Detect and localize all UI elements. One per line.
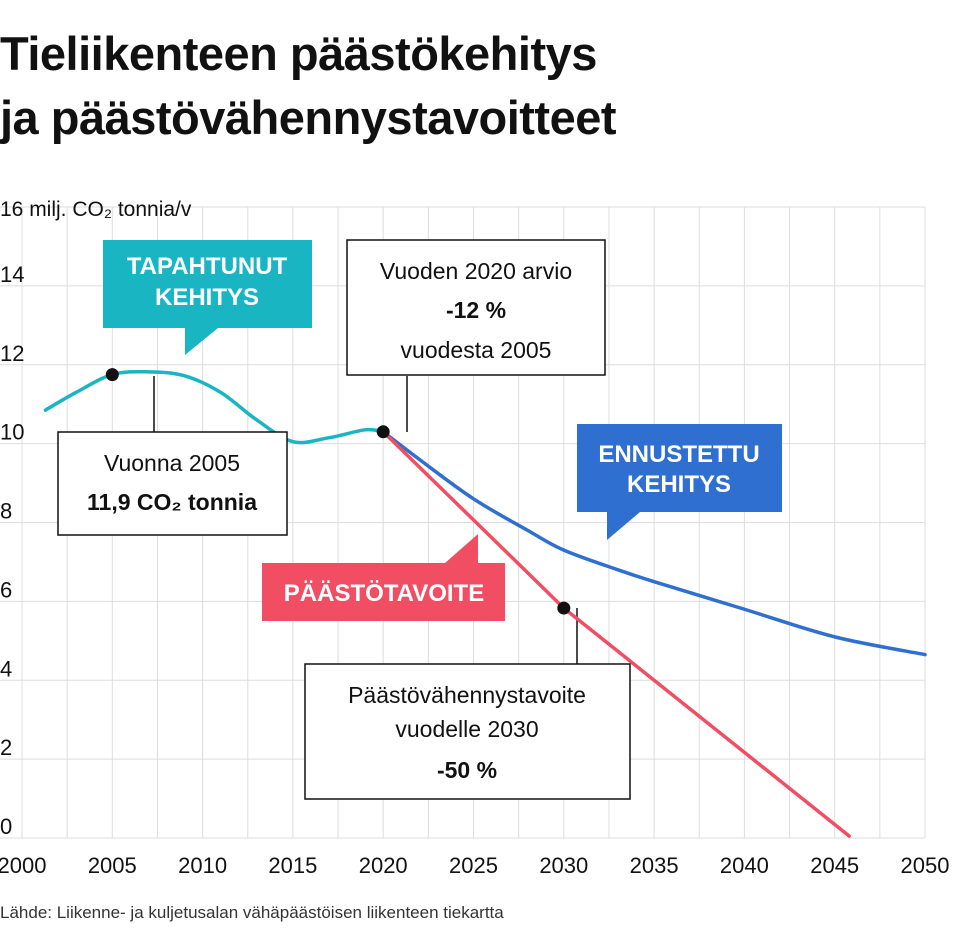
x-tick-label: 2020 xyxy=(359,853,408,878)
data-marker xyxy=(105,368,119,382)
x-tick-label: 2005 xyxy=(88,853,137,878)
annotation-2030: Päästövähennystavoite vuodelle 2030 -50 … xyxy=(304,663,631,800)
legend-tag-historical: TAPAHTUNUT KEHITYS xyxy=(103,240,312,355)
series-line-forecast xyxy=(381,430,927,657)
legend-tag-forecast: ENNUSTETTU KEHITYS xyxy=(577,424,782,540)
annotation-2005-line-2: 11,9 CO₂ tonnia xyxy=(87,489,257,515)
x-tick-label: 2035 xyxy=(630,853,679,878)
x-tick-label: 2030 xyxy=(539,853,588,878)
legend-tag-historical-pointer xyxy=(185,328,218,355)
x-tick-label: 2000 xyxy=(0,853,46,878)
legend-tag-forecast-line-1: ENNUSTETTU xyxy=(598,441,759,468)
y-tick-label: 4 xyxy=(0,656,12,681)
y-tick-label: 2 xyxy=(0,735,12,760)
legend-tag-historical-line-1: TAPAHTUNUT xyxy=(127,253,288,280)
y-axis-label: 16 milj. CO₂ tonnia/v xyxy=(0,198,192,221)
annotation-2020-box xyxy=(346,239,606,376)
x-tick-label: 2045 xyxy=(810,853,859,878)
annotation-2030-box xyxy=(304,663,631,800)
series-line-historical xyxy=(43,369,385,445)
annotation-2005-box xyxy=(57,431,288,536)
legend-tag-forecast-line-2: KEHITYS xyxy=(627,471,731,498)
emissions-line-chart: 0 2 4 6 8 10 12 14 2000 2005 2010 2015 2020 2025 2030… xyxy=(0,198,949,878)
annotation-2030-line-2: vuodelle 2030 xyxy=(395,716,538,742)
legend-tag-historical-box xyxy=(103,240,312,328)
legend-tag-target-box xyxy=(262,563,505,621)
y-tick-label: 6 xyxy=(0,577,12,602)
legend-tag-target-pointer xyxy=(445,534,478,563)
title-line-1: Tieliikenteen päästökehitys xyxy=(0,27,597,80)
chart-title: Tieliikenteen päästökehitys ja päästöväh… xyxy=(0,22,617,150)
x-tick-label: 2015 xyxy=(268,853,317,878)
x-tick-label: 2040 xyxy=(720,853,769,878)
y-tick-label: 10 xyxy=(0,420,24,445)
annotation-2020: Vuoden 2020 arvio -12 % vuodesta 2005 xyxy=(346,239,606,376)
legend-tag-forecast-box xyxy=(577,424,782,512)
annotation-2020-line-2: -12 % xyxy=(446,297,506,323)
x-tick-label: 2025 xyxy=(449,853,498,878)
y-tick-label: 12 xyxy=(0,341,24,366)
y-axis-ticks: 0 2 4 6 8 10 12 14 xyxy=(0,262,24,839)
annotation-2005: Vuonna 2005 11,9 CO₂ tonnia xyxy=(57,431,288,536)
annotation-2030-line-1: Päästövähennystavoite xyxy=(348,682,586,708)
annotation-2020-line-3: vuodesta 2005 xyxy=(401,337,552,363)
legend-tag-forecast-pointer xyxy=(607,512,640,540)
y-tick-label: 8 xyxy=(0,499,12,524)
legend-tag-target: PÄÄSTÖTAVOITE xyxy=(262,534,505,621)
annotation-2030-line-3: -50 % xyxy=(437,757,497,783)
annotation-2020-line-1: Vuoden 2020 arvio xyxy=(380,258,572,284)
legend-tag-historical-line-2: KEHITYS xyxy=(155,284,259,311)
title-line-2: ja päästövähennystavoitteet xyxy=(0,91,617,144)
data-marker xyxy=(376,425,390,439)
data-markers xyxy=(105,368,571,615)
x-tick-label: 2050 xyxy=(901,853,950,878)
x-axis-ticks: 2000 2005 2010 2015 2020 2025 2030 2035 2040 2045… xyxy=(0,853,949,878)
y-tick-label: 14 xyxy=(0,262,24,287)
annotation-2005-line-1: Vuonna 2005 xyxy=(104,450,240,476)
source-note: Lähde: Liikenne- ja kuljetusalan vähäpää… xyxy=(0,903,504,922)
y-tick-label: 0 xyxy=(0,814,12,839)
x-tick-label: 2010 xyxy=(178,853,227,878)
data-marker xyxy=(557,601,571,615)
legend-tag-target-line-1: PÄÄSTÖTAVOITE xyxy=(284,580,484,607)
